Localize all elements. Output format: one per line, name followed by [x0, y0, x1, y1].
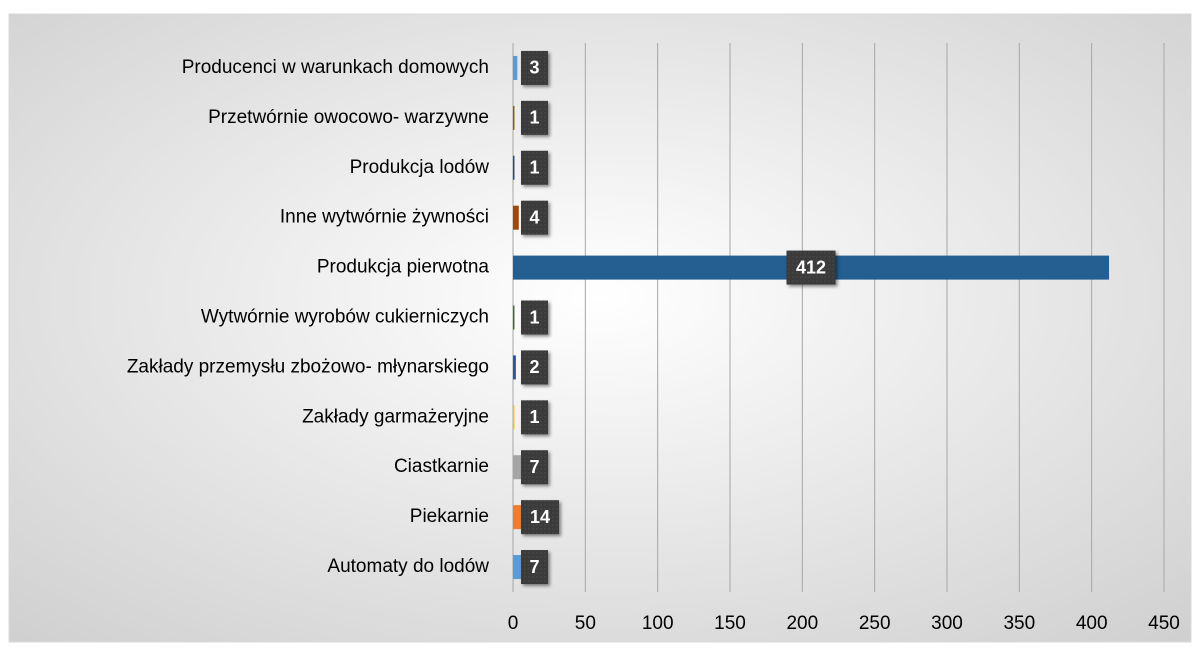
- bar: [513, 355, 516, 380]
- value-label: 3: [529, 58, 539, 78]
- y-tick-label: Zakłady przemysłu zbożowo- młynarskiego: [127, 356, 489, 377]
- bar: [513, 555, 524, 580]
- y-tick-label: Producenci w warunkach domowych: [182, 57, 489, 78]
- value-label-box: [521, 50, 548, 85]
- value-label-box: [521, 450, 548, 485]
- value-label: 2: [529, 357, 539, 377]
- x-tick-label: 100: [642, 613, 674, 634]
- y-tick-label: Automaty do lodów: [327, 556, 489, 577]
- y-tick-label: Produkcja lodów: [350, 157, 490, 178]
- value-label: 7: [529, 557, 539, 577]
- y-tick-label: Zakłady garmażeryjne: [302, 406, 489, 427]
- x-tick-label: 300: [931, 613, 963, 634]
- y-tick-label: Przetwórnie owocowo- warzywne: [208, 107, 489, 128]
- bar: [513, 155, 515, 180]
- bar: [513, 55, 518, 80]
- x-tick-label: 50: [575, 613, 596, 634]
- value-label-box: [521, 100, 548, 135]
- value-label: 14: [530, 507, 550, 527]
- bar: [513, 205, 519, 230]
- x-tick-label: 150: [714, 613, 746, 634]
- value-label: 412: [796, 257, 826, 277]
- y-tick-label: Ciastkarnie: [394, 456, 489, 477]
- bar: [513, 105, 515, 130]
- value-label: 1: [529, 407, 539, 427]
- value-label-box: [521, 500, 559, 535]
- value-label: 1: [529, 158, 539, 178]
- value-label-box: [521, 300, 548, 335]
- bar: [513, 405, 515, 430]
- value-label-box: [786, 250, 836, 285]
- y-tick-label: Piekarnie: [410, 506, 489, 527]
- value-label-box: [521, 150, 548, 185]
- x-tick-label: 250: [859, 613, 891, 634]
- x-tick-label: 450: [1148, 613, 1180, 634]
- value-label-box: [521, 400, 548, 435]
- y-tick-label: Inne wytwórnie żywności: [280, 207, 489, 228]
- y-tick-label: Produkcja pierwotna: [317, 257, 490, 278]
- value-label-box: [521, 200, 548, 235]
- x-tick-label: 0: [508, 613, 519, 634]
- value-label-box: [521, 550, 548, 585]
- bar: [513, 305, 515, 330]
- value-label: 4: [529, 207, 539, 227]
- y-tick-label: Wytwórnie wyrobów cukierniczych: [201, 307, 489, 328]
- value-label: 1: [529, 307, 539, 327]
- x-tick-label: 200: [786, 613, 818, 634]
- value-label: 7: [529, 457, 539, 477]
- chart-background: [8, 13, 1192, 643]
- value-label-box: [521, 350, 548, 385]
- bar: [513, 455, 524, 480]
- x-tick-label: 400: [1076, 613, 1108, 634]
- x-tick-label: 350: [1003, 613, 1035, 634]
- value-label: 1: [529, 108, 539, 128]
